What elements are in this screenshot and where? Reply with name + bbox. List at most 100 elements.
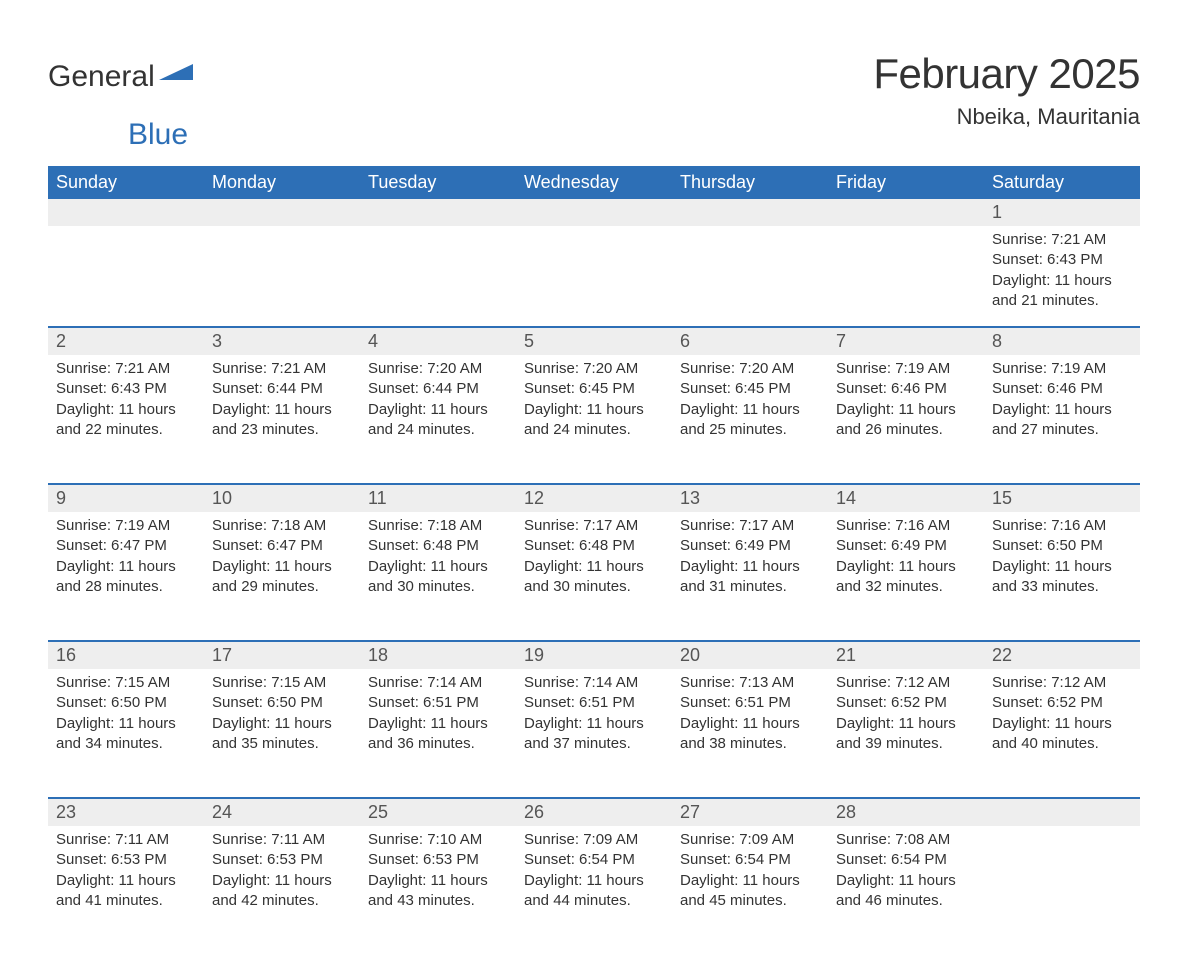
day-cell: Sunrise: 7:19 AMSunset: 6:46 PMDaylight:… [828,355,984,483]
day1-text: Daylight: 11 hours [368,714,508,734]
sunset-text: Sunset: 6:47 PM [56,536,196,556]
sunset-text: Sunset: 6:48 PM [524,536,664,556]
day-number: 10 [204,485,360,512]
day2-text: and 34 minutes. [56,734,196,754]
sunrise-text: Sunrise: 7:19 AM [992,359,1132,379]
day-number: 20 [672,642,828,669]
day-cell: Sunrise: 7:14 AMSunset: 6:51 PMDaylight:… [360,669,516,797]
week-row: Sunrise: 7:21 AMSunset: 6:43 PMDaylight:… [48,226,1140,326]
day-cell: Sunrise: 7:17 AMSunset: 6:49 PMDaylight:… [672,512,828,640]
sunrise-text: Sunrise: 7:17 AM [680,516,820,536]
day1-text: Daylight: 11 hours [836,557,976,577]
day2-text: and 30 minutes. [524,577,664,597]
sunrise-text: Sunrise: 7:21 AM [992,230,1132,250]
sunrise-text: Sunrise: 7:20 AM [680,359,820,379]
day-number [48,199,204,226]
day-cell: Sunrise: 7:19 AMSunset: 6:47 PMDaylight:… [48,512,204,640]
sunrise-text: Sunrise: 7:08 AM [836,830,976,850]
sunset-text: Sunset: 6:47 PM [212,536,352,556]
brand-name-part2: Blue [128,118,188,152]
day1-text: Daylight: 11 hours [368,400,508,420]
day2-text: and 31 minutes. [680,577,820,597]
day-cell: Sunrise: 7:09 AMSunset: 6:54 PMDaylight:… [672,826,828,954]
day-cell: Sunrise: 7:15 AMSunset: 6:50 PMDaylight:… [204,669,360,797]
sunrise-text: Sunrise: 7:11 AM [56,830,196,850]
day-number: 13 [672,485,828,512]
sunset-text: Sunset: 6:50 PM [56,693,196,713]
sunrise-text: Sunrise: 7:15 AM [212,673,352,693]
sunset-text: Sunset: 6:43 PM [992,250,1132,270]
day-number: 3 [204,328,360,355]
day2-text: and 27 minutes. [992,420,1132,440]
sunrise-text: Sunrise: 7:11 AM [212,830,352,850]
day-number: 7 [828,328,984,355]
day-number: 26 [516,799,672,826]
day-number: 11 [360,485,516,512]
day1-text: Daylight: 11 hours [56,557,196,577]
sunset-text: Sunset: 6:45 PM [680,379,820,399]
day2-text: and 38 minutes. [680,734,820,754]
day1-text: Daylight: 11 hours [836,714,976,734]
day2-text: and 32 minutes. [836,577,976,597]
day1-text: Daylight: 11 hours [368,557,508,577]
daynum-row: 16171819202122 [48,640,1140,669]
day-number: 18 [360,642,516,669]
weekday-header-row: SundayMondayTuesdayWednesdayThursdayFrid… [48,166,1140,199]
day1-text: Daylight: 11 hours [212,871,352,891]
day-number [828,199,984,226]
day2-text: and 24 minutes. [524,420,664,440]
sunset-text: Sunset: 6:54 PM [524,850,664,870]
day-number: 24 [204,799,360,826]
day2-text: and 37 minutes. [524,734,664,754]
day-cell: Sunrise: 7:19 AMSunset: 6:46 PMDaylight:… [984,355,1140,483]
day-cell: Sunrise: 7:11 AMSunset: 6:53 PMDaylight:… [204,826,360,954]
sunset-text: Sunset: 6:52 PM [992,693,1132,713]
day1-text: Daylight: 11 hours [524,557,664,577]
day1-text: Daylight: 11 hours [524,871,664,891]
sunrise-text: Sunrise: 7:21 AM [212,359,352,379]
day-cell [516,226,672,326]
sunrise-text: Sunrise: 7:12 AM [992,673,1132,693]
day2-text: and 41 minutes. [56,891,196,911]
day1-text: Daylight: 11 hours [992,400,1132,420]
day-cell: Sunrise: 7:20 AMSunset: 6:45 PMDaylight:… [516,355,672,483]
sunset-text: Sunset: 6:53 PM [368,850,508,870]
day-cell: Sunrise: 7:12 AMSunset: 6:52 PMDaylight:… [828,669,984,797]
day1-text: Daylight: 11 hours [680,871,820,891]
day-number: 5 [516,328,672,355]
day2-text: and 35 minutes. [212,734,352,754]
day1-text: Daylight: 11 hours [836,400,976,420]
day-number: 1 [984,199,1140,226]
daynum-row: 1 [48,199,1140,226]
day-number: 15 [984,485,1140,512]
day-cell: Sunrise: 7:11 AMSunset: 6:53 PMDaylight:… [48,826,204,954]
sunset-text: Sunset: 6:53 PM [212,850,352,870]
sunset-text: Sunset: 6:51 PM [524,693,664,713]
day1-text: Daylight: 11 hours [680,557,820,577]
day-cell: Sunrise: 7:16 AMSunset: 6:49 PMDaylight:… [828,512,984,640]
day2-text: and 45 minutes. [680,891,820,911]
day2-text: and 25 minutes. [680,420,820,440]
day-number [204,199,360,226]
day1-text: Daylight: 11 hours [992,557,1132,577]
sunset-text: Sunset: 6:51 PM [368,693,508,713]
day1-text: Daylight: 11 hours [212,714,352,734]
day-number: 12 [516,485,672,512]
day1-text: Daylight: 11 hours [524,714,664,734]
day2-text: and 39 minutes. [836,734,976,754]
sunrise-text: Sunrise: 7:15 AM [56,673,196,693]
weekday-header-cell: Tuesday [360,166,516,199]
sunrise-text: Sunrise: 7:16 AM [992,516,1132,536]
sunrise-text: Sunrise: 7:09 AM [680,830,820,850]
day2-text: and 30 minutes. [368,577,508,597]
day-number: 9 [48,485,204,512]
day-number: 17 [204,642,360,669]
day-number: 8 [984,328,1140,355]
brand-name-part1: General [48,60,155,94]
day-number: 25 [360,799,516,826]
sunset-text: Sunset: 6:53 PM [56,850,196,870]
sunset-text: Sunset: 6:50 PM [212,693,352,713]
day-cell: Sunrise: 7:21 AMSunset: 6:43 PMDaylight:… [48,355,204,483]
sunset-text: Sunset: 6:46 PM [992,379,1132,399]
day-number: 28 [828,799,984,826]
